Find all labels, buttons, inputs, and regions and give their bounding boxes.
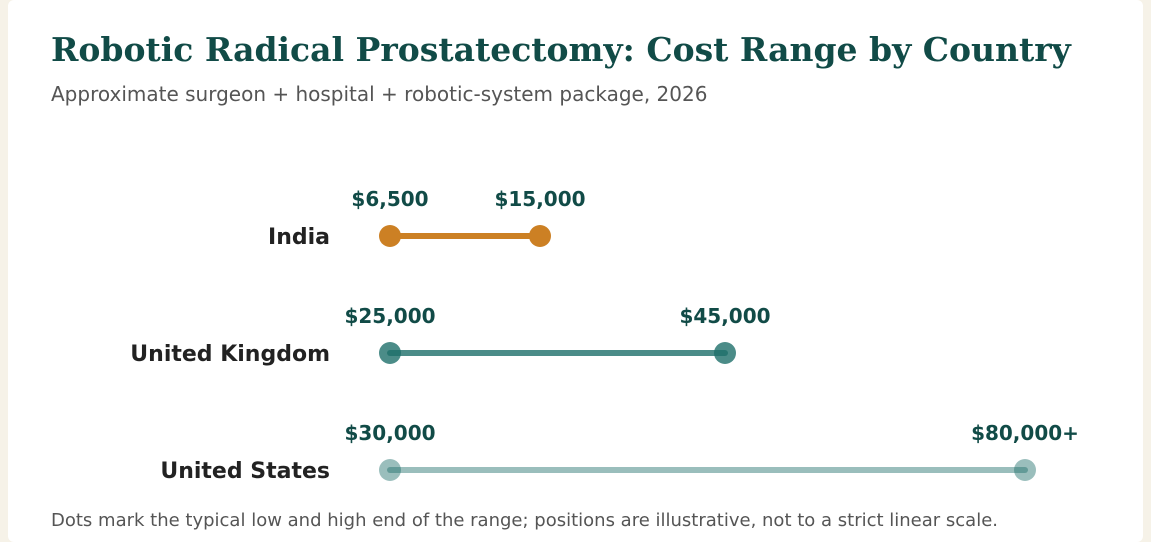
low-dot bbox=[379, 342, 401, 364]
row-united-states: United States $30,000 $80,000+ bbox=[160, 421, 1079, 484]
high-dot bbox=[714, 342, 736, 364]
high-value-label: $15,000 bbox=[494, 187, 585, 211]
low-value-label: $30,000 bbox=[344, 421, 435, 445]
high-dot bbox=[529, 225, 551, 247]
low-value-label: $25,000 bbox=[344, 304, 435, 328]
high-value-label: $80,000+ bbox=[971, 421, 1079, 445]
country-label: United Kingdom bbox=[130, 342, 330, 367]
row-india: India $6,500 $15,000 bbox=[268, 187, 586, 250]
chart-card bbox=[8, 0, 1143, 542]
chart-subtitle: Approximate surgeon + hospital + robotic… bbox=[51, 82, 708, 106]
country-label: United States bbox=[160, 459, 330, 484]
chart-title: Robotic Radical Prostatectomy: Cost Rang… bbox=[51, 30, 1071, 69]
country-label: India bbox=[268, 225, 330, 250]
row-united-kingdom: United Kingdom $25,000 $45,000 bbox=[130, 304, 770, 367]
low-value-label: $6,500 bbox=[351, 187, 428, 211]
high-dot bbox=[1014, 459, 1036, 481]
chart-footnote: Dots mark the typical low and high end o… bbox=[51, 510, 999, 531]
low-dot bbox=[379, 225, 401, 247]
low-dot bbox=[379, 459, 401, 481]
high-value-label: $45,000 bbox=[679, 304, 770, 328]
